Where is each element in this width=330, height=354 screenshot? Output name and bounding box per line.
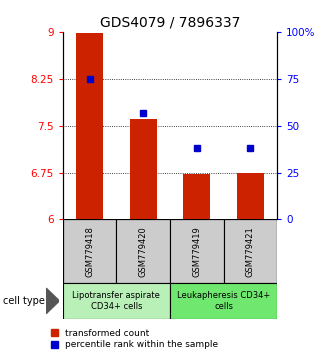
Bar: [237, 172, 264, 219]
Legend: transformed count, percentile rank within the sample: transformed count, percentile rank withi…: [51, 329, 218, 349]
Text: GSM779418: GSM779418: [85, 226, 94, 277]
Polygon shape: [46, 288, 59, 314]
Bar: [170, 219, 223, 283]
Text: Lipotransfer aspirate
CD34+ cells: Lipotransfer aspirate CD34+ cells: [72, 291, 160, 310]
Text: GSM779419: GSM779419: [192, 226, 201, 277]
Bar: [116, 219, 170, 283]
Title: GDS4079 / 7896337: GDS4079 / 7896337: [100, 15, 240, 29]
Bar: [76, 33, 103, 219]
Bar: [223, 219, 277, 283]
Bar: [130, 119, 156, 219]
Text: GSM779421: GSM779421: [246, 226, 255, 277]
Text: GSM779420: GSM779420: [139, 226, 148, 277]
Bar: [63, 219, 116, 283]
Bar: [63, 283, 170, 319]
Text: Leukapheresis CD34+
cells: Leukapheresis CD34+ cells: [177, 291, 270, 310]
Text: cell type: cell type: [3, 296, 45, 306]
Bar: [183, 175, 210, 219]
Bar: [170, 283, 277, 319]
